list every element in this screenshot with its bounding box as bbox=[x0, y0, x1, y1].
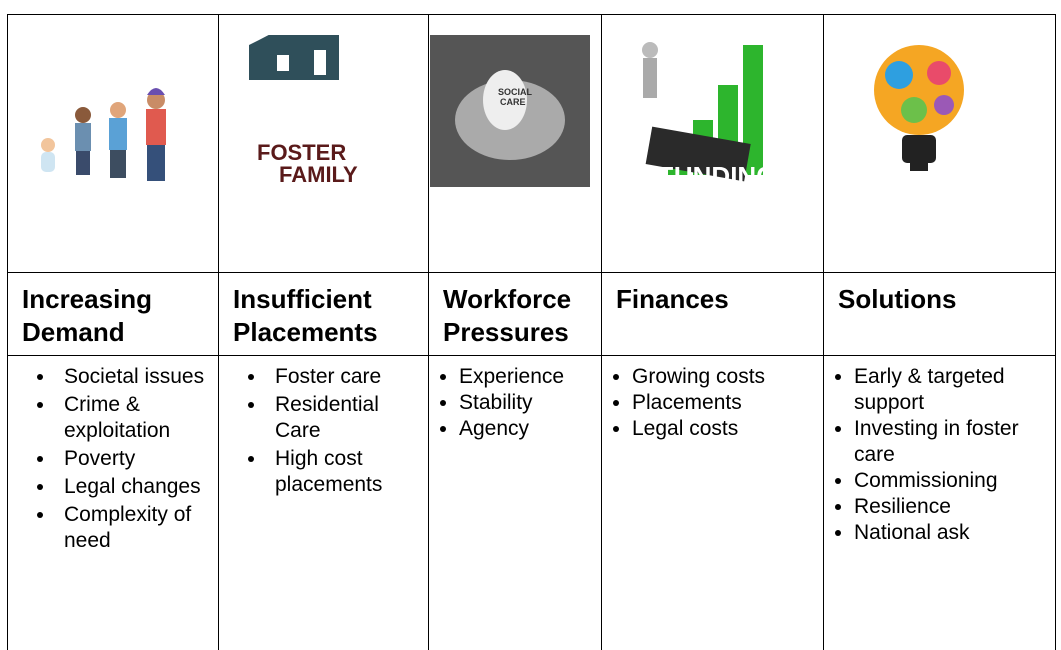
heading-cell: Finances bbox=[601, 272, 823, 355]
image-cell: SOCIAL CARE bbox=[428, 14, 601, 272]
bullet-item: Agency bbox=[459, 416, 601, 442]
column-heading: Finances bbox=[616, 284, 729, 314]
image-cell bbox=[7, 14, 218, 272]
image-text: FUNDING bbox=[658, 161, 776, 191]
image-text: FAMILY bbox=[279, 162, 358, 187]
bullet-list: Growing costsPlacementsLegal costs bbox=[602, 356, 823, 442]
bullet-item: Foster care bbox=[267, 364, 428, 390]
illustration: FUNDING bbox=[641, 42, 776, 191]
heading-cell: Workforce Pressures bbox=[428, 272, 601, 355]
bullet-item: Commissioning bbox=[854, 468, 1055, 494]
column-heading: Insufficient Placements bbox=[233, 284, 378, 347]
bullet-item: Experience bbox=[459, 364, 601, 390]
image-text: SOCIAL bbox=[498, 87, 533, 97]
image-cell: FUNDING bbox=[601, 14, 823, 272]
bullet-item: Legal costs bbox=[632, 416, 823, 442]
heading-cell: Increasing Demand bbox=[7, 272, 218, 355]
bullet-item: Residential Care bbox=[267, 392, 428, 444]
image-cell: FOSTER FAMILY bbox=[218, 14, 428, 272]
column-heading: Increasing Demand bbox=[22, 284, 153, 347]
heading-cell: Insufficient Placements bbox=[218, 272, 428, 355]
bullet-item: National ask bbox=[854, 520, 1055, 546]
image-text: CARE bbox=[500, 97, 526, 107]
bullet-item: Societal issues bbox=[56, 364, 218, 390]
image-cell bbox=[823, 14, 1056, 272]
list-cell: Early & targeted supportInvesting in fos… bbox=[823, 355, 1056, 650]
list-cell: ExperienceStabilityAgency bbox=[428, 355, 601, 650]
bullet-item: Poverty bbox=[56, 446, 218, 472]
bullet-item: Stability bbox=[459, 390, 601, 416]
bullet-list: Foster careResidential CareHigh cost pla… bbox=[219, 356, 428, 498]
illustration bbox=[874, 45, 965, 171]
bullet-item: High cost placements bbox=[267, 446, 428, 498]
bullet-list: Societal issuesCrime & exploitationPover… bbox=[8, 356, 218, 554]
column-heading: Solutions bbox=[838, 284, 957, 314]
column-heading: Workforce Pressures bbox=[443, 284, 572, 347]
list-cell: Foster careResidential CareHigh cost pla… bbox=[218, 355, 428, 650]
bullet-list: ExperienceStabilityAgency bbox=[429, 356, 601, 442]
list-cell: Growing costsPlacementsLegal costs bbox=[601, 355, 823, 650]
list-cell: Societal issuesCrime & exploitationPover… bbox=[7, 355, 218, 650]
image-text: FOSTER bbox=[257, 140, 346, 165]
illustration bbox=[41, 88, 166, 181]
bullet-item: Resilience bbox=[854, 494, 1055, 520]
bullet-item: Complexity of need bbox=[56, 502, 218, 554]
heading-cell: Solutions bbox=[823, 272, 1056, 355]
bullet-item: Crime & exploitation bbox=[56, 392, 218, 444]
bullet-item: Growing costs bbox=[632, 364, 823, 390]
bullet-item: Placements bbox=[632, 390, 823, 416]
bullet-item: Early & targeted support bbox=[854, 364, 1055, 416]
bullet-list: Early & targeted supportInvesting in fos… bbox=[824, 356, 1055, 546]
bullet-item: Legal changes bbox=[56, 474, 218, 500]
bullet-item: Investing in foster care bbox=[854, 416, 1055, 468]
